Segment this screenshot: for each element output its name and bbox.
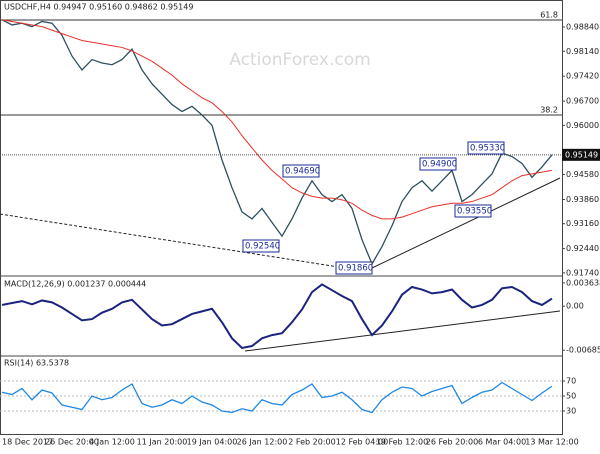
series-line [1, 19, 553, 266]
price-label: 0.95330 [470, 144, 505, 154]
price-label: 0.92540 [245, 242, 280, 252]
chart-title: USDCHF,H4 0.94947 0.95160 0.94862 0.9514… [4, 3, 193, 12]
y-tick-label: 0.003638 [566, 278, 600, 287]
y-tick-label: 0.92440 [566, 244, 599, 253]
price-label: 0.94690 [285, 167, 320, 177]
price-label-box [242, 239, 280, 253]
fib-label: 61.8 [540, 11, 558, 20]
x-tick-label: 12 Feb 04:00 [336, 438, 388, 447]
x-tick-label: 26 Feb 20:00 [426, 438, 478, 447]
price-label-box [335, 261, 373, 275]
y-tick-label: 0.94580 [566, 170, 599, 179]
trend-line [0, 213, 346, 269]
rsi-title: RSI(14) 63.5378 [4, 359, 69, 368]
x-tick-label: 6 Mar 04:00 [478, 438, 526, 447]
y-tick-label: 0.97420 [566, 72, 599, 81]
x-tick-label: 18 Dec 2017 [2, 438, 53, 447]
price-label-box [419, 157, 457, 171]
x-tick-label: 2 Feb 20:00 [288, 438, 335, 447]
price-label: 0.91860 [338, 264, 373, 274]
x-tick-label: 19 Jan 04:00 [187, 438, 238, 447]
fib-label: 38.2 [540, 106, 558, 115]
x-tick-label: 13 Mar 12:00 [525, 438, 578, 447]
y-tick-label: 0.96000 [566, 121, 599, 130]
series-line [1, 283, 553, 350]
series-line [1, 381, 553, 414]
current-price-label: 0.95149 [565, 150, 598, 159]
y-tick-label: 0.91740 [566, 268, 599, 277]
y-tick-label: 30 [566, 407, 576, 416]
macd-title: MACD(12,26,9) 0.001237 0.000444 [4, 280, 146, 289]
x-tick-label: 26 Jan 12:00 [237, 438, 288, 447]
price-label-box [282, 164, 320, 178]
y-tick-label: 0.00 [566, 302, 584, 311]
x-tick-label: 26 Dec 20:00 [45, 438, 99, 447]
y-tick-label: 50 [566, 392, 576, 401]
watermark: ActionForex.com [229, 50, 370, 70]
x-tick-label: 11 Jan 20:00 [137, 438, 188, 447]
y-tick-label: 0.96700 [566, 97, 599, 106]
y-tick-label: 0.93860 [566, 195, 599, 204]
y-tick-label: -0.006856 [566, 346, 600, 355]
x-tick-label: 19 Feb 12:00 [376, 438, 428, 447]
trend-line [371, 177, 561, 269]
price-label-box [467, 141, 505, 155]
y-tick-label: 0.98840 [566, 23, 599, 32]
current-price-box [562, 148, 600, 161]
trend-line [244, 310, 561, 352]
price-label: 0.94900 [422, 160, 457, 170]
y-tick-label: 0.98140 [566, 47, 599, 56]
frame [0, 0, 563, 435]
x-tick-label: 4 Jan 12:00 [89, 438, 135, 447]
price-label-box [454, 204, 492, 218]
y-tick-label: 0.93160 [566, 219, 599, 228]
y-tick-label: 70 [566, 377, 576, 386]
price-label: 0.93550 [457, 207, 492, 217]
series-line [1, 19, 553, 220]
